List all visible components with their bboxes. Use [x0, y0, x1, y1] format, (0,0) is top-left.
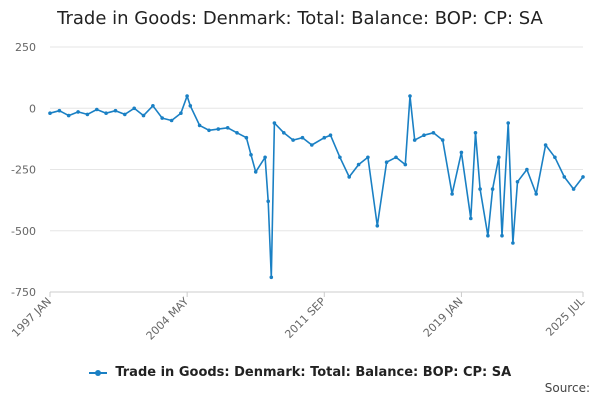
data-point-0-30	[291, 138, 295, 142]
data-point-0-11	[151, 104, 155, 108]
legend-line-marker	[88, 369, 107, 376]
x-tick-label-2: 2011 SEP	[282, 295, 328, 341]
x-tick-label-0: 1997 JAN	[9, 295, 54, 340]
data-point-0-21	[235, 131, 239, 135]
data-point-0-60	[525, 167, 529, 172]
data-point-0-15	[185, 94, 189, 98]
data-point-0-17	[197, 123, 202, 128]
data-point-0-40	[384, 160, 389, 164]
data-point-0-47	[440, 138, 445, 142]
legend[interactable]: Trade in Goods: Denmark: Total: Balance:…	[0, 365, 600, 380]
data-point-0-4	[85, 112, 90, 117]
data-point-0-50	[469, 216, 473, 221]
data-point-0-54	[490, 187, 495, 191]
data-point-0-3	[76, 110, 80, 114]
data-point-0-46	[431, 131, 436, 135]
data-point-0-65	[571, 187, 576, 191]
data-point-0-6	[104, 111, 108, 115]
data-point-0-26	[266, 199, 271, 204]
y-tick-label-1: 0	[29, 102, 36, 115]
x-tick-label-3: 2019 JAN	[421, 295, 466, 340]
data-point-0-41	[394, 155, 398, 160]
series-line-0	[49, 95, 584, 279]
data-point-0-57	[506, 121, 511, 125]
data-point-0-25	[263, 155, 267, 160]
data-point-0-56	[500, 233, 504, 238]
data-point-0-0	[48, 111, 52, 115]
data-point-0-58	[511, 241, 515, 245]
data-point-0-9	[132, 106, 136, 111]
data-point-0-59	[515, 180, 520, 184]
data-point-0-48	[450, 192, 454, 196]
data-point-0-36	[347, 175, 352, 179]
data-point-0-12	[160, 116, 164, 120]
data-point-0-24	[253, 170, 258, 174]
data-point-0-32	[310, 143, 314, 147]
data-point-0-8	[123, 112, 127, 117]
data-point-0-49	[459, 150, 464, 155]
data-point-0-53	[486, 233, 490, 238]
data-point-0-62	[543, 143, 548, 147]
data-point-0-35	[338, 155, 342, 160]
data-point-0-14	[179, 111, 183, 115]
data-point-0-1	[57, 108, 62, 113]
data-point-0-51	[473, 131, 478, 135]
data-point-0-10	[141, 113, 146, 118]
legend-label: Trade in Goods: Denmark: Total: Balance:…	[115, 365, 512, 380]
y-tick-label-4: -750	[11, 286, 36, 299]
x-tick-label-4: 2025 JUL	[543, 294, 587, 338]
data-point-0-18	[207, 128, 211, 133]
data-point-0-29	[282, 131, 286, 135]
data-point-0-63	[553, 155, 557, 160]
data-point-0-55	[497, 155, 501, 160]
y-tick-label-0: 250	[15, 41, 36, 54]
data-point-0-34	[328, 133, 333, 137]
data-point-0-52	[478, 187, 482, 191]
data-point-0-43	[408, 94, 412, 98]
data-point-0-22	[244, 135, 249, 140]
data-point-0-38	[366, 155, 370, 160]
data-point-0-39	[375, 224, 380, 228]
data-point-0-66	[581, 175, 585, 179]
data-point-0-16	[188, 104, 193, 108]
data-point-0-13	[169, 118, 174, 123]
data-point-0-64	[562, 175, 567, 179]
data-point-0-44	[412, 138, 417, 142]
chart-title: Trade in Goods: Denmark: Total: Balance:…	[57, 8, 543, 29]
data-point-0-27	[269, 275, 274, 280]
data-point-0-45	[422, 133, 426, 137]
data-point-0-20	[225, 126, 230, 130]
x-tick-label-1: 2004 MAY	[144, 295, 192, 343]
data-point-0-23	[249, 153, 253, 157]
data-point-0-31	[300, 135, 305, 140]
y-tick-label-3: -500	[11, 225, 36, 238]
data-point-0-33	[322, 135, 327, 140]
data-point-0-5	[95, 107, 99, 112]
data-point-0-42	[403, 162, 408, 167]
data-point-0-61	[534, 192, 538, 196]
data-point-0-19	[216, 127, 221, 131]
data-point-0-28	[272, 121, 277, 125]
data-point-0-2	[66, 113, 71, 118]
data-point-0-7	[113, 108, 118, 113]
y-tick-label-2: -250	[11, 164, 36, 177]
data-point-0-37	[356, 162, 361, 167]
source-label: Source:	[544, 381, 590, 395]
